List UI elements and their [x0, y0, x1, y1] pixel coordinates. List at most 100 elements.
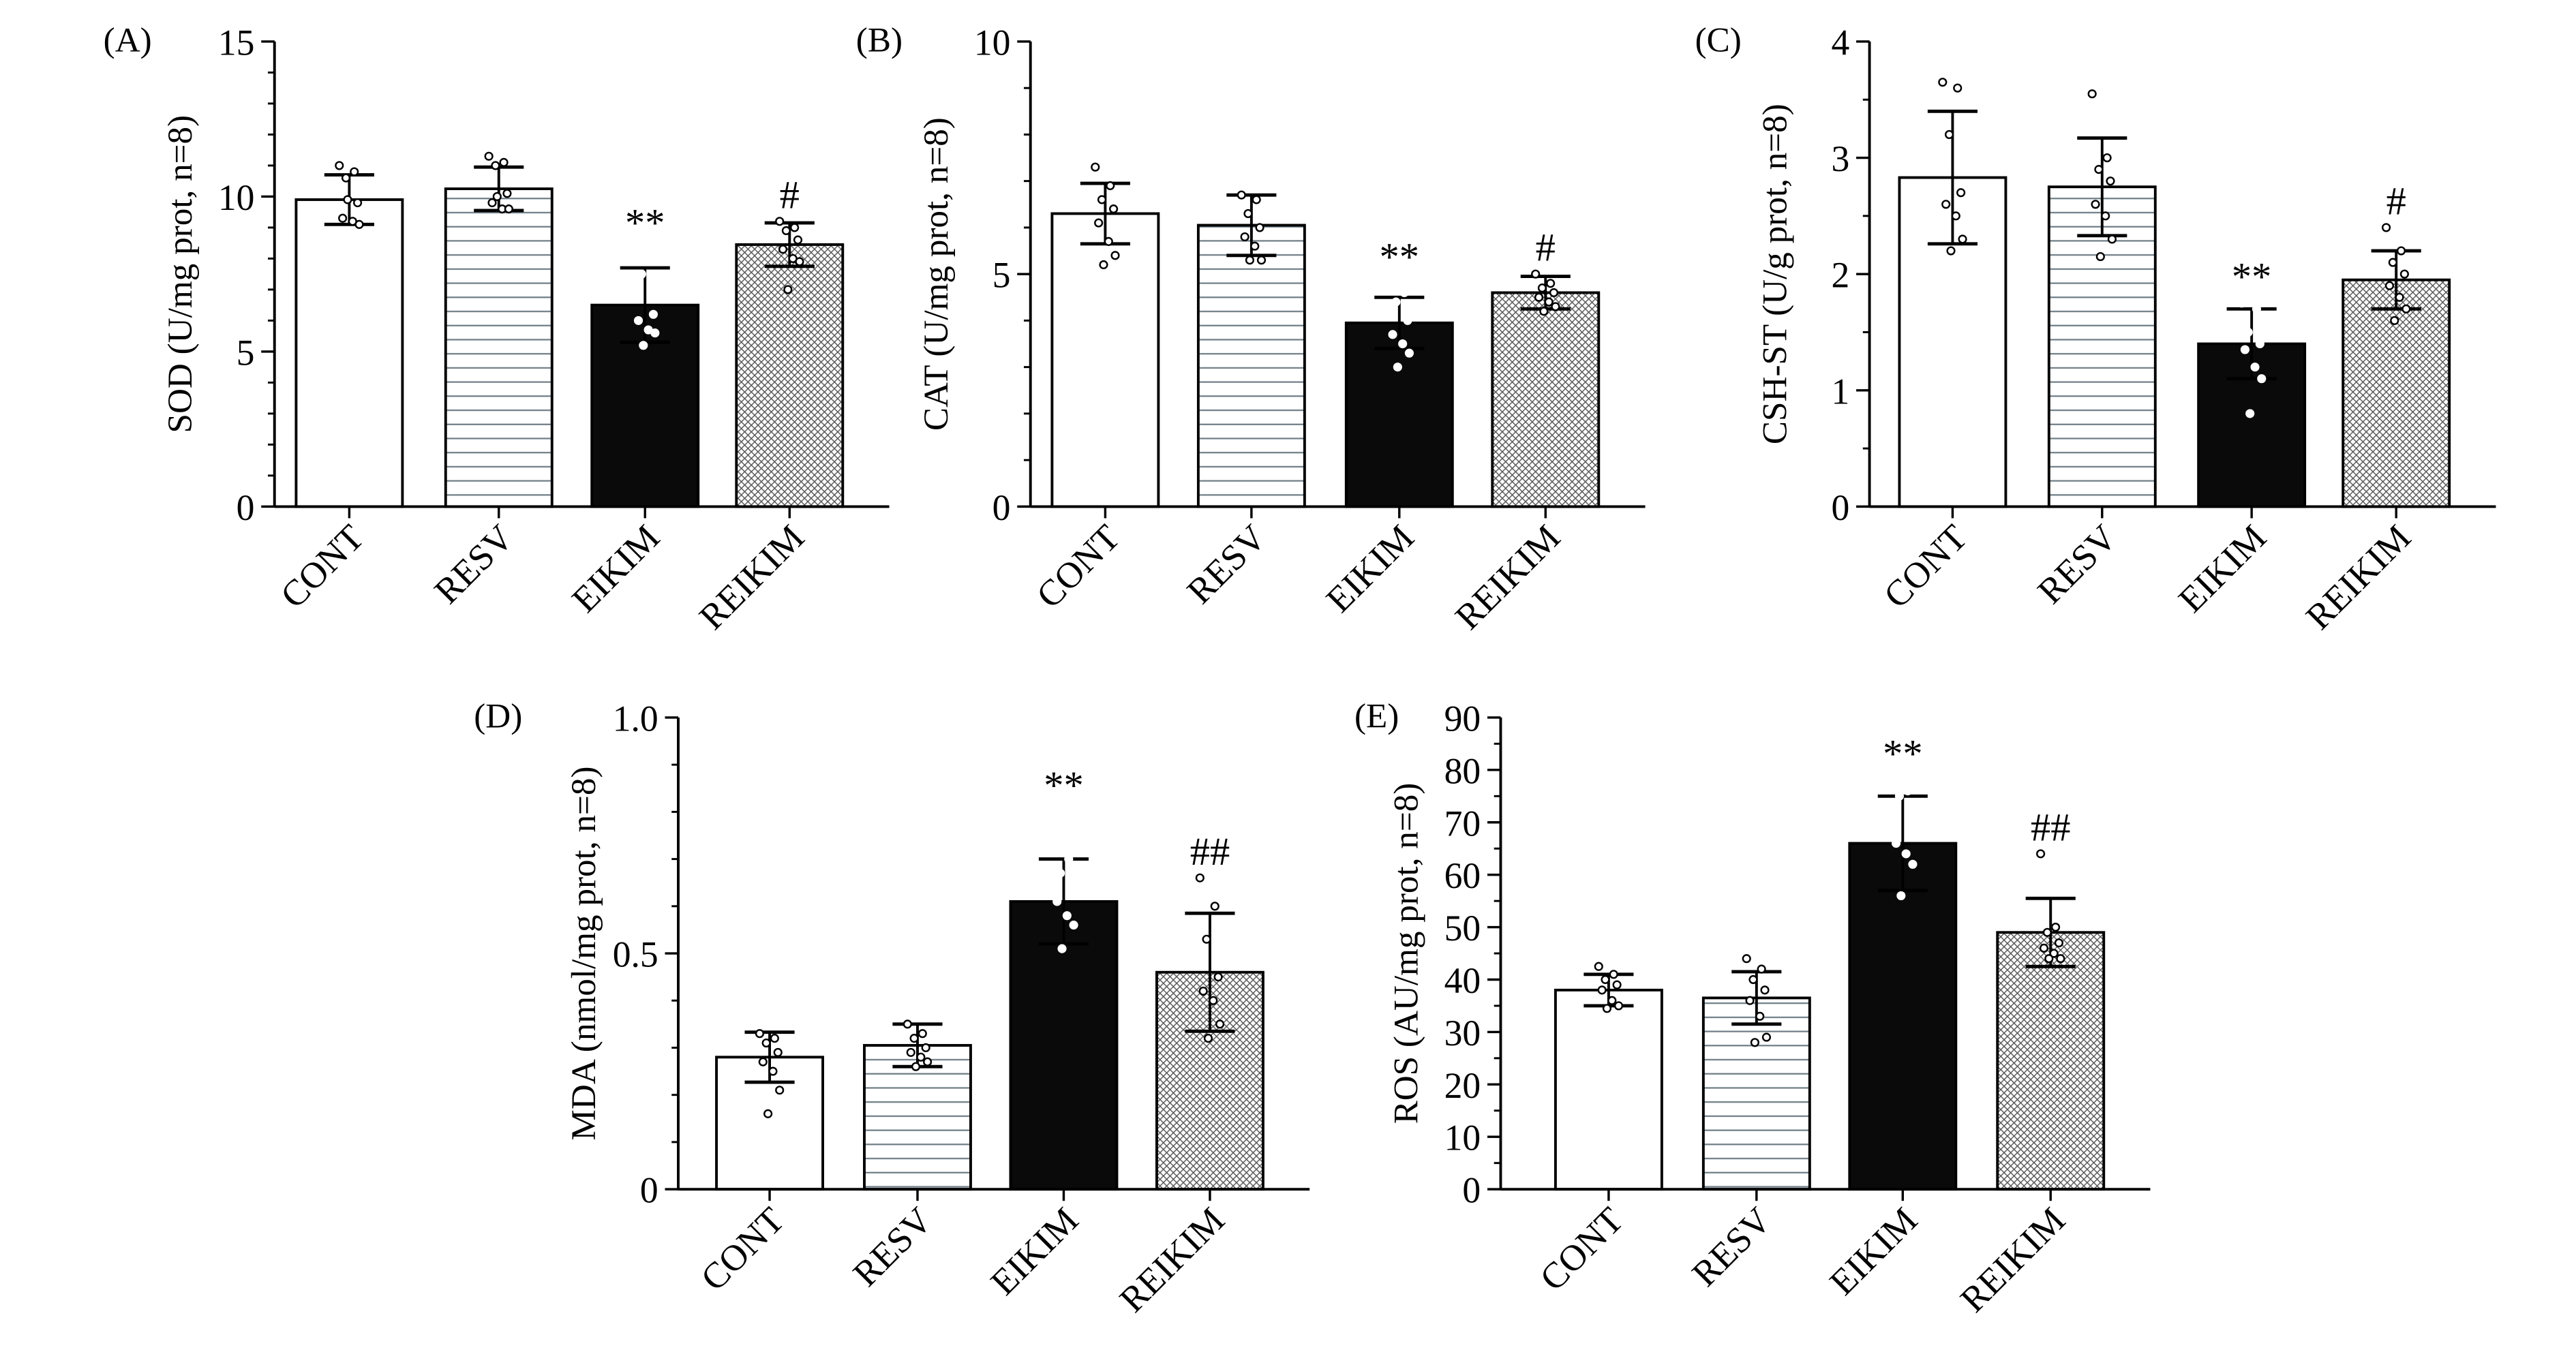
data-point	[758, 1057, 768, 1066]
x-tick-label: RESV	[426, 517, 521, 612]
data-point	[1052, 897, 1062, 906]
data-point	[350, 167, 359, 176]
x-tick-label: RESV	[845, 1199, 940, 1295]
data-point	[1240, 232, 1249, 242]
data-point	[1094, 218, 1104, 228]
bar-reikim	[2342, 278, 2451, 508]
y-tick-label: 5	[237, 332, 255, 373]
significance-marker: ##	[2031, 805, 2070, 849]
data-point	[1551, 302, 1560, 311]
y-tick-label: 4	[1832, 22, 1850, 63]
data-point	[1941, 200, 1951, 209]
data-point	[2101, 211, 2110, 221]
y-axis-label: SOD (U/mg prot, n=8)	[161, 115, 200, 433]
y-tick-label: 80	[1444, 750, 1481, 791]
data-point	[1213, 972, 1223, 982]
data-point	[761, 1038, 771, 1048]
data-point	[1888, 775, 1898, 785]
significance-marker: **	[1044, 763, 1083, 808]
data-point	[1609, 970, 1618, 979]
data-point	[1908, 859, 1918, 869]
data-point	[353, 198, 363, 208]
data-point	[1549, 288, 1559, 298]
data-point	[1750, 1038, 1759, 1047]
x-tick-label: EIKIM	[1821, 1199, 1925, 1303]
significance-marker: **	[625, 200, 665, 245]
data-point	[1761, 1032, 1772, 1042]
significance-marker: ##	[1190, 829, 1230, 874]
data-point	[778, 245, 788, 254]
data-point	[1534, 292, 1544, 302]
y-tick-label: 3	[1832, 138, 1850, 179]
x-tick-label: EIKIM	[982, 1199, 1086, 1303]
data-point	[1195, 873, 1204, 882]
data-point	[2384, 281, 2395, 290]
data-point	[2091, 200, 2100, 209]
data-point	[2395, 292, 2404, 302]
data-point	[1056, 868, 1065, 878]
y-axis-label: CSH-ST (U/g prot, n=8)	[1756, 104, 1795, 444]
data-point	[1958, 234, 1967, 244]
data-point	[783, 285, 793, 294]
y-tick-label: 20	[1444, 1065, 1481, 1106]
x-tick-label: REIKIM	[1112, 1199, 1232, 1320]
data-point	[1404, 348, 1414, 358]
x-tick-label: CONT	[693, 1199, 792, 1299]
data-point	[906, 1047, 915, 1057]
data-point	[1202, 934, 1211, 944]
data-point	[1953, 83, 1963, 93]
panel-label: (B)	[856, 21, 903, 60]
y-axis-label: CAT (U/mg prot, n=8)	[917, 117, 956, 431]
data-point	[1760, 985, 1770, 995]
y-tick-label: 0	[640, 1170, 658, 1211]
data-point	[1748, 974, 1758, 985]
x-tick-label: EIKIM	[2170, 517, 2274, 620]
x-tick-label: EIKIM	[1318, 517, 1422, 620]
data-point	[1755, 1011, 1765, 1021]
data-point	[2042, 927, 2052, 937]
data-point	[1210, 902, 1219, 911]
y-tick-label: 0.5	[613, 934, 658, 975]
data-point	[1256, 256, 1267, 265]
data-point	[2399, 269, 2409, 279]
data-point	[631, 245, 640, 254]
significance-marker: #	[2386, 179, 2406, 223]
y-tick-label: 50	[1444, 908, 1481, 949]
data-point	[903, 1019, 912, 1029]
x-tick-label: CONT	[1029, 517, 1128, 616]
data-point	[2054, 938, 2064, 948]
y-tick-label: 2	[1832, 255, 1850, 296]
data-point	[909, 1034, 919, 1043]
data-point	[773, 1047, 783, 1057]
y-tick-label: 10	[218, 177, 255, 218]
bar-reikim	[1491, 291, 1601, 508]
data-point	[338, 213, 348, 223]
data-point	[1064, 855, 1074, 864]
data-point	[1067, 882, 1077, 892]
data-point	[637, 269, 646, 279]
data-point	[1250, 241, 1260, 251]
data-point	[2401, 304, 2411, 313]
data-point	[1546, 279, 1556, 288]
data-point	[341, 173, 351, 183]
data-point	[1388, 330, 1397, 339]
x-tick-label: REIKIM	[2298, 517, 2419, 637]
data-point	[1110, 251, 1120, 260]
data-point	[2102, 153, 2112, 163]
x-tick-label: RESV	[2029, 517, 2125, 612]
bar-resv	[1196, 224, 1306, 508]
data-point	[911, 1062, 921, 1071]
y-tick-label: 10	[974, 22, 1011, 63]
x-tick-label: CONT	[273, 517, 372, 616]
data-point	[1398, 339, 1408, 349]
data-point	[2095, 251, 2105, 262]
data-point	[1097, 195, 1107, 204]
data-point	[492, 191, 502, 202]
data-point	[2107, 234, 2117, 244]
data-point	[2036, 849, 2046, 859]
y-tick-label: 30	[1444, 1013, 1481, 1054]
data-point	[2255, 339, 2264, 349]
data-point	[2237, 298, 2247, 308]
data-point	[1091, 162, 1100, 172]
panel-label: (C)	[1695, 21, 1742, 60]
